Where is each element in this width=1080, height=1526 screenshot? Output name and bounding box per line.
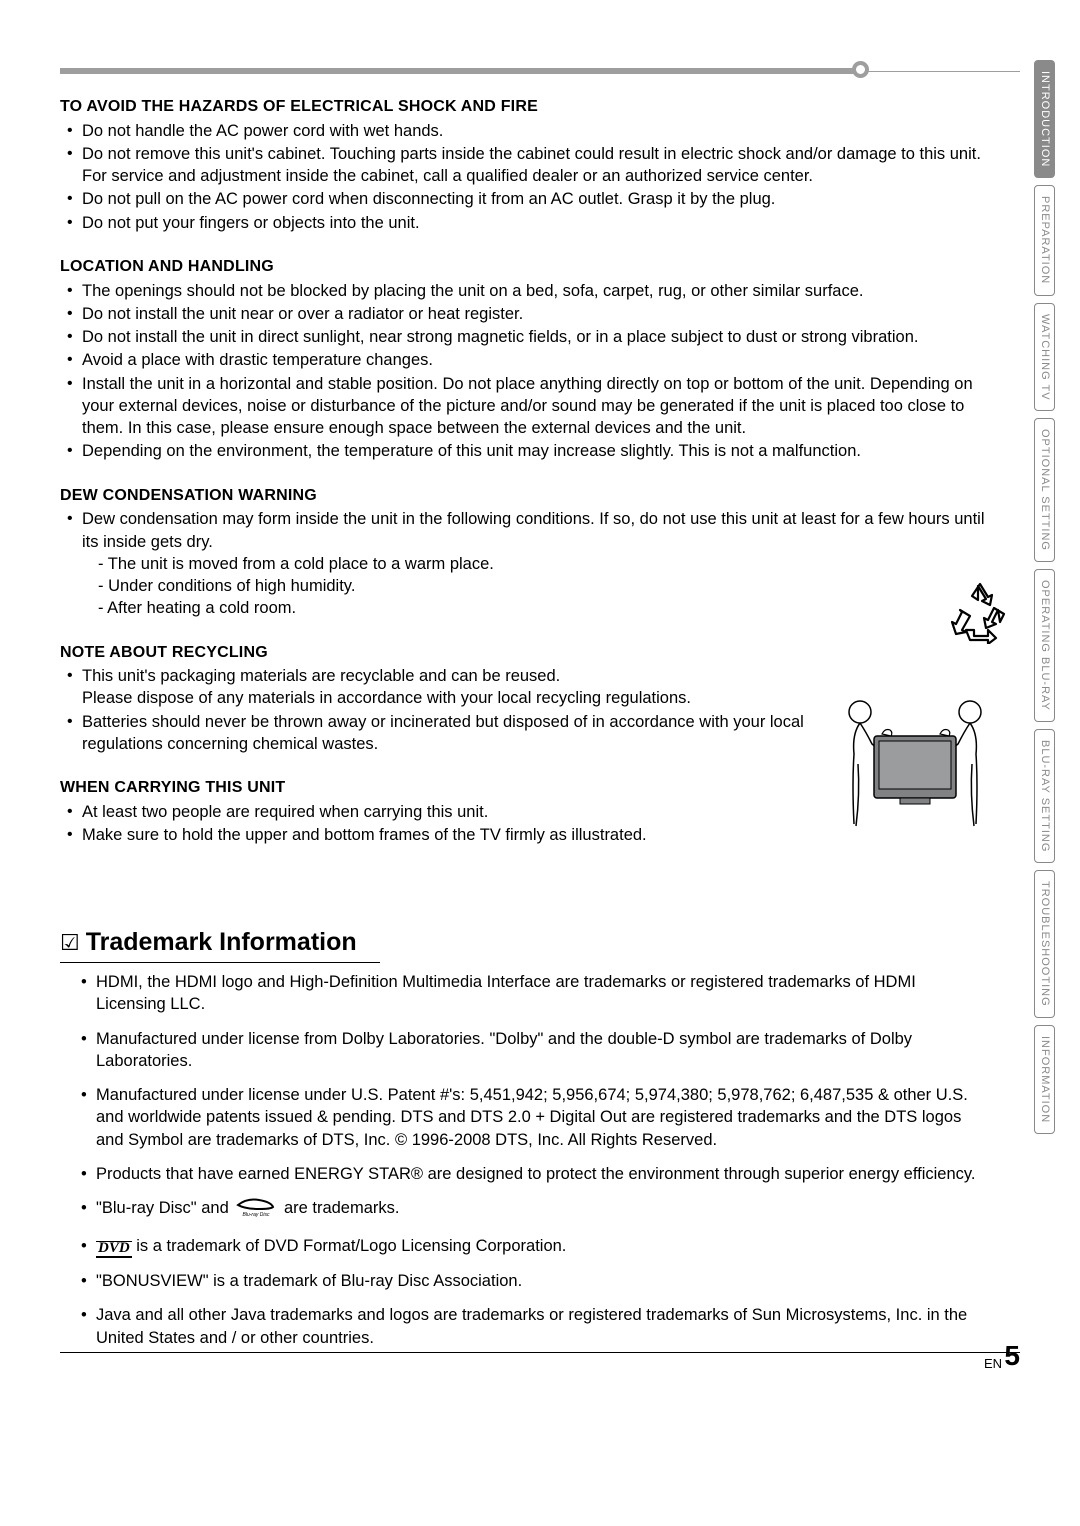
list-hazards: Do not handle the AC power cord with wet… (60, 120, 990, 234)
list-item: Manufactured under license from Dolby La… (96, 1028, 990, 1073)
page-root: INTRODUCTION PREPARATION WATCHING TV OPT… (0, 0, 1080, 1401)
list-item: Do not install the unit in direct sunlig… (82, 326, 990, 348)
list-item: Do not handle the AC power cord with wet… (82, 120, 990, 142)
heading-hazards: TO AVOID THE HAZARDS OF ELECTRICAL SHOCK… (60, 96, 990, 118)
list-item: Do not pull on the AC power cord when di… (82, 188, 990, 210)
list-item: At least two people are required when ca… (82, 801, 770, 823)
list-item: "Blu-ray Disc" and Blu-ray Disc are trad… (96, 1197, 990, 1223)
dew-lead: Dew condensation may form inside the uni… (82, 510, 985, 550)
list-item: Batteries should never be thrown away or… (82, 711, 870, 756)
dvd-text: is a trademark of DVD Format/Logo Licens… (136, 1237, 566, 1255)
dew-sub-item: - After heating a cold room. (98, 597, 990, 619)
dew-sub-list: - The unit is moved from a cold place to… (82, 553, 990, 620)
carry-illustration-icon (830, 694, 1000, 841)
tab-bluray-setting[interactable]: BLU-RAY SETTING (1034, 729, 1055, 863)
page-number: 5 (1004, 1337, 1020, 1375)
tab-watching-tv[interactable]: WATCHING TV (1034, 303, 1055, 412)
dew-sub-item: - Under conditions of high humidity. (98, 575, 990, 597)
recycling-1b: Please dispose of any materials in accor… (82, 689, 691, 707)
recycle-icon (948, 582, 1010, 651)
svg-text:Blu-ray Disc: Blu-ray Disc (243, 1212, 270, 1217)
list-item: Install the unit in a horizontal and sta… (82, 373, 990, 440)
checkbox-icon: ☑ (60, 928, 80, 958)
list-item: DVD is a trademark of DVD Format/Logo Li… (96, 1235, 990, 1258)
trademark-title: Trademark Information (86, 926, 357, 960)
top-rule-circle-icon (852, 61, 869, 78)
tab-information[interactable]: INFORMATION (1034, 1025, 1055, 1134)
list-item: Avoid a place with drastic temperature c… (82, 349, 990, 371)
list-item: Do not put your fingers or objects into … (82, 212, 990, 234)
list-item: Dew condensation may form inside the uni… (82, 508, 990, 619)
list-item: Do not remove this unit's cabinet. Touch… (82, 143, 990, 188)
top-rule-thin (60, 71, 1020, 72)
list-item: Make sure to hold the upper and bottom f… (82, 824, 770, 846)
tab-introduction[interactable]: INTRODUCTION (1034, 60, 1055, 178)
tab-optional-setting[interactable]: OPTIONAL SETTING (1034, 418, 1055, 562)
footer: 5 EN (1004, 1337, 1020, 1375)
list-item: HDMI, the HDMI logo and High-Definition … (96, 971, 990, 1016)
bluray-text-post: are trademarks. (284, 1199, 400, 1217)
page-lang: EN (984, 1355, 1002, 1373)
list-item: This unit's packaging materials are recy… (82, 665, 870, 710)
tab-troubleshooting[interactable]: TROUBLESHOOTING (1034, 870, 1055, 1018)
heading-location: LOCATION AND HANDLING (60, 256, 990, 278)
side-tabs: INTRODUCTION PREPARATION WATCHING TV OPT… (1034, 60, 1068, 1141)
bluray-disc-logo-icon: Blu-ray Disc (235, 1197, 277, 1223)
bluray-text-pre: "Blu-ray Disc" and (96, 1199, 233, 1217)
heading-dew: DEW CONDENSATION WARNING (60, 485, 990, 507)
heading-recycling: NOTE ABOUT RECYCLING (60, 642, 990, 664)
tab-operating-bluray[interactable]: OPERATING BLU-RAY (1034, 569, 1055, 722)
dew-sub-item: - The unit is moved from a cold place to… (98, 553, 990, 575)
list-item: Do not install the unit near or over a r… (82, 303, 990, 325)
dvd-logo-icon: DVD (96, 1241, 132, 1258)
list-item: Manufactured under license under U.S. Pa… (96, 1084, 990, 1151)
list-dew: Dew condensation may form inside the uni… (60, 508, 990, 619)
list-item: Java and all other Java trademarks and l… (96, 1304, 990, 1349)
tab-preparation[interactable]: PREPARATION (1034, 185, 1055, 295)
list-item: "BONUSVIEW" is a trademark of Blu-ray Di… (96, 1270, 990, 1292)
footer-rule (60, 1352, 1020, 1353)
list-trademark: HDMI, the HDMI logo and High-Definition … (60, 971, 990, 1349)
list-item: Products that have earned ENERGY STAR® a… (96, 1163, 990, 1185)
list-item: Depending on the environment, the temper… (82, 440, 990, 462)
list-item: The openings should not be blocked by pl… (82, 280, 990, 302)
recycling-1a: This unit's packaging materials are recy… (82, 667, 560, 685)
list-location: The openings should not be blocked by pl… (60, 280, 990, 463)
trademark-heading: ☑ Trademark Information (60, 926, 380, 963)
